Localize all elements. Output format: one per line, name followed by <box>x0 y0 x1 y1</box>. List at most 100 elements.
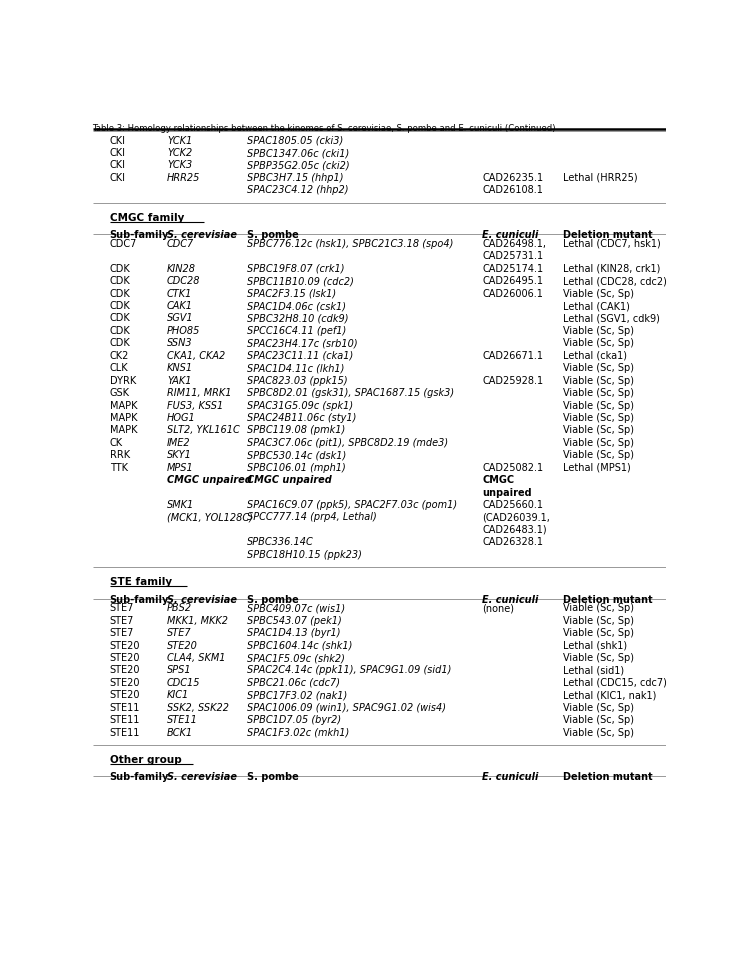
Text: YAK1: YAK1 <box>167 376 192 385</box>
Text: KIN28: KIN28 <box>167 263 196 274</box>
Text: PBS2: PBS2 <box>167 602 192 612</box>
Text: STE20: STE20 <box>110 689 140 699</box>
Text: CKA1, CKA2: CKA1, CKA2 <box>167 350 225 360</box>
Text: SPAC1D4.11c (lkh1): SPAC1D4.11c (lkh1) <box>247 363 345 373</box>
Text: MAPK: MAPK <box>110 425 137 435</box>
Text: STE20: STE20 <box>110 652 140 662</box>
Text: CDK: CDK <box>110 289 130 298</box>
Text: SPAC2F3.15 (lsk1): SPAC2F3.15 (lsk1) <box>247 289 337 298</box>
Text: YCK2: YCK2 <box>167 148 192 157</box>
Text: Deletion mutant: Deletion mutant <box>563 772 653 781</box>
Text: Viable (Sc, Sp): Viable (Sc, Sp) <box>563 628 633 638</box>
Text: SPBC1604.14c (shk1): SPBC1604.14c (shk1) <box>247 640 353 650</box>
Text: CMGC family: CMGC family <box>110 212 184 222</box>
Text: STE11: STE11 <box>110 702 140 712</box>
Text: (MCK1, YOL128C): (MCK1, YOL128C) <box>167 511 253 522</box>
Text: S. pombe: S. pombe <box>247 594 299 604</box>
Text: CKI: CKI <box>110 135 126 146</box>
Text: CAD26328.1: CAD26328.1 <box>482 537 543 547</box>
Text: CAD26235.1: CAD26235.1 <box>482 173 544 183</box>
Text: STE11: STE11 <box>110 715 140 725</box>
Text: CAD26495.1: CAD26495.1 <box>482 276 543 286</box>
Text: (none): (none) <box>482 602 514 612</box>
Text: IME2: IME2 <box>167 437 191 447</box>
Text: Viable (Sc, Sp): Viable (Sc, Sp) <box>563 727 633 736</box>
Text: Deletion mutant: Deletion mutant <box>563 230 653 240</box>
Text: Viable (Sc, Sp): Viable (Sc, Sp) <box>563 289 633 298</box>
Text: S. pombe: S. pombe <box>247 772 299 781</box>
Text: Viable (Sc, Sp): Viable (Sc, Sp) <box>563 338 633 348</box>
Text: SPBC32H8.10 (cdk9): SPBC32H8.10 (cdk9) <box>247 313 349 323</box>
Text: SPBC8D2.01 (gsk31), SPAC1687.15 (gsk3): SPBC8D2.01 (gsk31), SPAC1687.15 (gsk3) <box>247 387 454 398</box>
Text: KNS1: KNS1 <box>167 363 193 373</box>
Text: CAD26483.1): CAD26483.1) <box>482 524 547 534</box>
Text: SGV1: SGV1 <box>167 313 194 323</box>
Text: CDK: CDK <box>110 326 130 335</box>
Text: SPBC543.07 (pek1): SPBC543.07 (pek1) <box>247 615 342 625</box>
Text: SPAC16C9.07 (ppk5), SPAC2F7.03c (pom1): SPAC16C9.07 (ppk5), SPAC2F7.03c (pom1) <box>247 500 457 510</box>
Text: CAD25731.1: CAD25731.1 <box>482 251 544 261</box>
Text: SPBC19F8.07 (crk1): SPBC19F8.07 (crk1) <box>247 263 345 274</box>
Text: STE7: STE7 <box>110 602 134 612</box>
Text: CDK: CDK <box>110 263 130 274</box>
Text: STE20: STE20 <box>110 665 140 675</box>
Text: SPAC23H4.17c (srb10): SPAC23H4.17c (srb10) <box>247 338 358 348</box>
Text: SPAC1006.09 (win1), SPAC9G1.02 (wis4): SPAC1006.09 (win1), SPAC9G1.02 (wis4) <box>247 702 446 712</box>
Text: SPBC17F3.02 (nak1): SPBC17F3.02 (nak1) <box>247 689 348 699</box>
Text: CAD25082.1: CAD25082.1 <box>482 463 544 472</box>
Text: STE family: STE family <box>110 577 172 587</box>
Text: S. cerevisiae: S. cerevisiae <box>167 594 237 604</box>
Text: STE20: STE20 <box>167 640 198 650</box>
Text: SPAC1F5.09c (shk2): SPAC1F5.09c (shk2) <box>247 652 346 662</box>
Text: CLK: CLK <box>110 363 128 373</box>
Text: unpaired: unpaired <box>482 487 532 497</box>
Text: CAD26498.1,: CAD26498.1, <box>482 239 546 248</box>
Text: CDK: CDK <box>110 338 130 348</box>
Text: SPBC1347.06c (cki1): SPBC1347.06c (cki1) <box>247 148 349 157</box>
Text: Viable (Sc, Sp): Viable (Sc, Sp) <box>563 615 633 625</box>
Text: GSK: GSK <box>110 387 130 398</box>
Text: SPBP35G2.05c (cki2): SPBP35G2.05c (cki2) <box>247 160 350 170</box>
Text: SLT2, YKL161C: SLT2, YKL161C <box>167 425 240 435</box>
Text: SPAC823.03 (ppk15): SPAC823.03 (ppk15) <box>247 376 348 385</box>
Text: CKI: CKI <box>110 148 126 157</box>
Text: E. cuniculi: E. cuniculi <box>482 594 539 604</box>
Text: Viable (Sc, Sp): Viable (Sc, Sp) <box>563 450 633 460</box>
Text: STE11: STE11 <box>110 727 140 736</box>
Text: CDK: CDK <box>110 300 130 311</box>
Text: Viable (Sc, Sp): Viable (Sc, Sp) <box>563 425 633 435</box>
Text: CAK1: CAK1 <box>167 300 193 311</box>
Text: CDC7: CDC7 <box>110 239 137 248</box>
Text: Lethal (sid1): Lethal (sid1) <box>563 665 624 675</box>
Text: SPBC3H7.15 (hhp1): SPBC3H7.15 (hhp1) <box>247 173 344 183</box>
Text: CKI: CKI <box>110 160 126 170</box>
Text: MAPK: MAPK <box>110 400 137 410</box>
Text: Viable (Sc, Sp): Viable (Sc, Sp) <box>563 326 633 335</box>
Text: SPBC1D7.05 (byr2): SPBC1D7.05 (byr2) <box>247 715 341 725</box>
Text: CK: CK <box>110 437 123 447</box>
Text: Viable (Sc, Sp): Viable (Sc, Sp) <box>563 437 633 447</box>
Text: S. cerevisiae: S. cerevisiae <box>167 230 237 240</box>
Text: Viable (Sc, Sp): Viable (Sc, Sp) <box>563 376 633 385</box>
Text: STE7: STE7 <box>110 615 134 625</box>
Text: Lethal (KIC1, nak1): Lethal (KIC1, nak1) <box>563 689 656 699</box>
Text: SSN3: SSN3 <box>167 338 192 348</box>
Text: CDC7: CDC7 <box>167 239 195 248</box>
Text: (CAD26039.1,: (CAD26039.1, <box>482 511 551 522</box>
Text: SPBC11B10.09 (cdc2): SPBC11B10.09 (cdc2) <box>247 276 354 286</box>
Text: FUS3, KSS1: FUS3, KSS1 <box>167 400 223 410</box>
Text: DYRK: DYRK <box>110 376 136 385</box>
Text: SPAC23C4.12 (hhp2): SPAC23C4.12 (hhp2) <box>247 185 349 196</box>
Text: CDC15: CDC15 <box>167 677 201 688</box>
Text: CMGC unpaired: CMGC unpaired <box>247 474 332 485</box>
Text: STE20: STE20 <box>110 677 140 688</box>
Text: S. cerevisiae: S. cerevisiae <box>167 772 237 781</box>
Text: KIC1: KIC1 <box>167 689 189 699</box>
Text: Lethal (MPS1): Lethal (MPS1) <box>563 463 630 472</box>
Text: SPAC31G5.09c (spk1): SPAC31G5.09c (spk1) <box>247 400 354 410</box>
Text: SPS1: SPS1 <box>167 665 192 675</box>
Text: Viable (Sc, Sp): Viable (Sc, Sp) <box>563 363 633 373</box>
Text: Lethal (cka1): Lethal (cka1) <box>563 350 627 360</box>
Text: CDK: CDK <box>110 313 130 323</box>
Text: Table 3: Homology relationships between the kinomes of S. cerevisiae, S. pombe a: Table 3: Homology relationships between … <box>92 123 556 132</box>
